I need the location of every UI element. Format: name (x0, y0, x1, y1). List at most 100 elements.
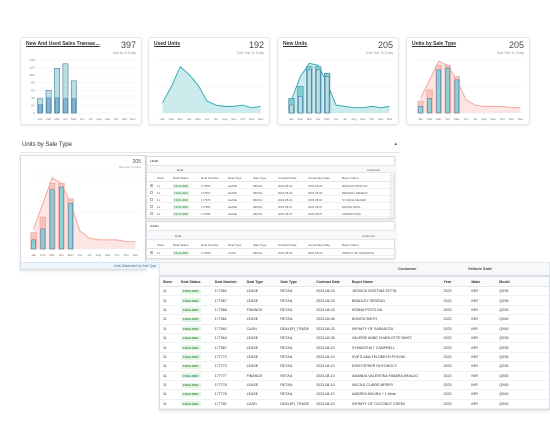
sales-transactions-chart: 0 20 40 60 80 100 120 140 Jan Feb Mar Apr May Jun Jul A… (29, 58, 137, 121)
grid-row[interactable]: 11 FINALIZED 177560 LEASE RETAIL 2023-08-03 20… (147, 182, 396, 189)
x-tick-label: Apr (63, 117, 68, 121)
card-title[interactable]: New Units (283, 41, 308, 47)
table-cell: CASH (246, 401, 257, 406)
column-header[interactable]: Store (157, 243, 165, 247)
column-header[interactable]: Contract Date (278, 176, 297, 180)
column-header[interactable]: Buyer Name (352, 279, 374, 284)
table-row[interactable]: 11 FINALIZED 177778 LEASE RETAIL 2023-08-10 NI… (160, 381, 549, 391)
row-checkbox[interactable] (150, 198, 153, 201)
x-tick-label: Jan (418, 117, 423, 121)
table-row[interactable]: 11 FINALIZED 177564 LEASE RETAIL 2023-08-06 VA… (160, 334, 549, 344)
column-header[interactable]: Contract Date (316, 279, 340, 284)
column-header[interactable]: Model (499, 279, 510, 284)
column-header[interactable]: Year (443, 279, 452, 284)
column-header[interactable]: Deal Number (201, 176, 219, 180)
table-row[interactable]: 11 FINALIZED 177777 FINANCE RETAIL 2023-08-10… (160, 372, 549, 381)
column-header[interactable]: Sale Type (253, 243, 267, 247)
panel-collapse-icon[interactable]: ▴ (394, 141, 397, 147)
x-tick-label: Feb (427, 117, 433, 121)
table-cell: QX60 (499, 392, 509, 397)
mid-chart-footer[interactable]: Units Distributed by Sale Type (21, 262, 249, 269)
table-row[interactable]: 11 FINALIZED 177560 LEASE RETAIL 2023-08-03 JE… (160, 287, 549, 297)
column-header[interactable]: Store (157, 176, 165, 180)
table-row[interactable]: 11 FINALIZED 177568 FINANCE RETAIL 2023-08-03… (160, 306, 549, 316)
column-header[interactable]: Sale Type (253, 176, 267, 180)
table-row[interactable]: 11 FINALIZED 177773 LEASE RETAIL 2023-08-10 KR… (160, 362, 549, 372)
x-tick-label: Jun (205, 117, 210, 121)
status-cell: FINALIZED (178, 382, 212, 388)
column-header[interactable]: Store (163, 279, 173, 284)
x-tick-label: Aug (96, 253, 102, 257)
column-header[interactable]: Contract Date (278, 243, 297, 247)
grid-cell: LEASE (228, 197, 238, 202)
x-tick-label: Jul (473, 117, 477, 121)
column-header[interactable]: Deal Status (173, 243, 189, 247)
table-cell: QX50 (499, 307, 509, 312)
table-cell: INFI (471, 298, 479, 303)
column-header[interactable]: Make (471, 279, 481, 284)
grid-row[interactable]: 11 FINALIZED 177578 LEASE RETAIL 2023-08-04 20… (147, 196, 396, 203)
column-header[interactable]: Deal Type (228, 176, 242, 180)
bar (324, 76, 330, 114)
x-tick-label: Jun (334, 117, 339, 121)
card-title[interactable]: Used Units (154, 41, 181, 47)
card-sales-transactions[interactable]: New And Used Sales Transac... 397 Total … (20, 37, 142, 125)
column-header[interactable]: Deal Number (201, 243, 219, 247)
table-cell: INFI (471, 336, 479, 341)
bar (54, 97, 60, 114)
cash-header-band: Deal Customer (147, 230, 396, 240)
row-checkbox[interactable] (150, 251, 153, 254)
lead-scrollbar[interactable] (390, 174, 394, 218)
grid-row[interactable]: 11 FINALIZED 177581 LEASE RETAIL 2023-08-07 20… (147, 203, 396, 210)
table-row[interactable]: 11 FINALIZED 177781 CASH DEALER_TRADE 2023-08… (160, 400, 549, 410)
table-row[interactable]: 11 FINALIZED 177562 CASH DEALER_TRADE 2023-08… (160, 325, 549, 334)
x-tick-label: Mar (54, 117, 59, 121)
column-header[interactable]: Deal Type (246, 279, 264, 284)
table-cell: 2023 (443, 326, 452, 331)
cash-deals-panel: CASH Deal Customer Store Deal Status Deal … (146, 221, 396, 259)
grid-row[interactable]: 11 FINALIZED 177567 LEASE RETAIL 2023-08-03 20… (147, 189, 396, 196)
table-row[interactable]: 11 FINALIZED 177772 LEASE RETAIL 2023-08-10 SV… (160, 353, 549, 363)
bar (445, 67, 451, 114)
card-title[interactable]: New And Used Sales Transac... (26, 41, 100, 47)
x-tick-label: Sep (231, 117, 237, 121)
used-units-chart: Jan Feb Mar Apr May Jun Jul Aug Sep Oct Nov Dec (158, 59, 265, 121)
mid-chart-subtitle: Total Year To Today (118, 166, 141, 169)
grid-cell: 177581 (201, 204, 211, 209)
column-header[interactable]: Deal Status (173, 176, 189, 180)
column-header[interactable]: Deal Number (214, 279, 237, 284)
column-header[interactable]: Accounting Date (308, 243, 331, 247)
column-header[interactable]: Accounting Date (308, 176, 331, 180)
status-cell: FINALIZED (178, 316, 212, 322)
row-checkbox[interactable] (150, 212, 153, 215)
card-used-units[interactable]: Used Units 192 Total Year To Today Jan Fe… (148, 37, 270, 125)
table-row[interactable]: 11 FINALIZED 177567 LEASE RETAIL 2023-08-10 SY… (160, 343, 549, 353)
column-header[interactable]: Deal Type (228, 243, 242, 247)
card-title[interactable]: Units by Sale Type (412, 41, 457, 47)
grid-row[interactable]: 11 FINALIZED 177569 CASH RETAIL 2023-08-03 202… (147, 249, 396, 256)
card-units-by-sale-type[interactable]: Units by Sale Type 205 Total Year To Tod… (406, 37, 530, 125)
x-tick-label: Dec (518, 117, 524, 121)
table-row[interactable]: 11 FINALIZED 177561 LEASE RETAIL 2023-08-06 BO… (160, 315, 549, 325)
table-cell: VALERIE ANNE CHARLOTTE BIHET (352, 336, 413, 341)
table-cell: SVETLANA FELDBEYN POLYAK (352, 354, 406, 359)
table-cell: INFI (471, 373, 479, 378)
table-row[interactable]: 11 FINALIZED 177567 LEASE RETAIL 2023-08-03 BR… (160, 296, 549, 306)
grid-cell: INFINITY OF SARASOTA (342, 250, 375, 255)
column-header[interactable]: Deal Status (180, 279, 201, 284)
row-checkbox[interactable] (150, 205, 153, 208)
table-row[interactable]: 11 FINALIZED 177776 LEASE RETAIL 2023-08-10 AN… (160, 390, 549, 400)
column-header[interactable]: Sale Type (280, 279, 297, 284)
table-cell: QX60 (499, 373, 509, 378)
column-header[interactable]: Buyer Name (342, 176, 359, 180)
row-checkbox[interactable] (150, 191, 153, 194)
card-new-units[interactable]: New Units 205 Total Year To Today Jan Feb… (277, 37, 399, 125)
grid-row[interactable]: 11 FINALIZED 177586 LEASE RETAIL 2023-08-07 20… (147, 210, 396, 217)
x-tick-label: Dec (258, 117, 264, 121)
table-cell: 11 (163, 326, 167, 331)
row-checkbox[interactable] (150, 184, 153, 187)
table-cell: RETAIL (280, 307, 293, 312)
grid-cell: 2023-08-07 (278, 204, 293, 209)
column-header[interactable]: Buyer Name (342, 243, 359, 247)
x-tick-label: Aug (351, 117, 357, 121)
